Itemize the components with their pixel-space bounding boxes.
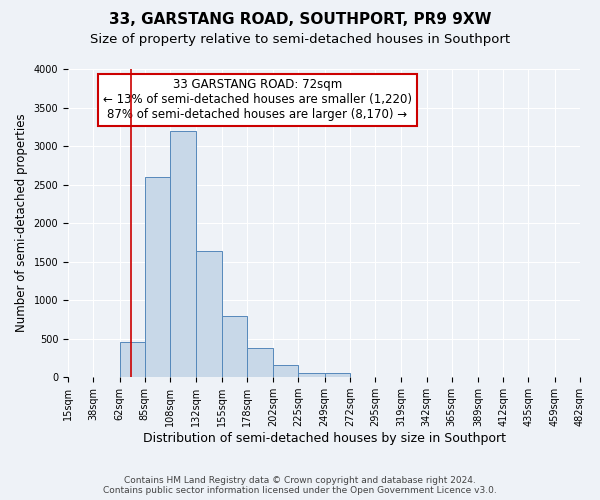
Bar: [119, 342, 145, 377]
Y-axis label: Number of semi-detached properties: Number of semi-detached properties: [15, 114, 28, 332]
Text: 33 GARSTANG ROAD: 72sqm
← 13% of semi-detached houses are smaller (1,220)
87% of: 33 GARSTANG ROAD: 72sqm ← 13% of semi-de…: [103, 78, 412, 121]
Text: 33, GARSTANG ROAD, SOUTHPORT, PR9 9XW: 33, GARSTANG ROAD, SOUTHPORT, PR9 9XW: [109, 12, 491, 28]
Bar: [170, 130, 196, 377]
Bar: [145, 177, 170, 377]
X-axis label: Distribution of semi-detached houses by size in Southport: Distribution of semi-detached houses by …: [143, 432, 506, 445]
Bar: [221, 316, 247, 377]
Text: Contains HM Land Registry data © Crown copyright and database right 2024.
Contai: Contains HM Land Registry data © Crown c…: [103, 476, 497, 495]
Bar: [298, 374, 325, 377]
Bar: [273, 366, 298, 377]
Bar: [196, 251, 221, 377]
Bar: [325, 374, 350, 377]
Text: Size of property relative to semi-detached houses in Southport: Size of property relative to semi-detach…: [90, 32, 510, 46]
Bar: [247, 348, 273, 377]
